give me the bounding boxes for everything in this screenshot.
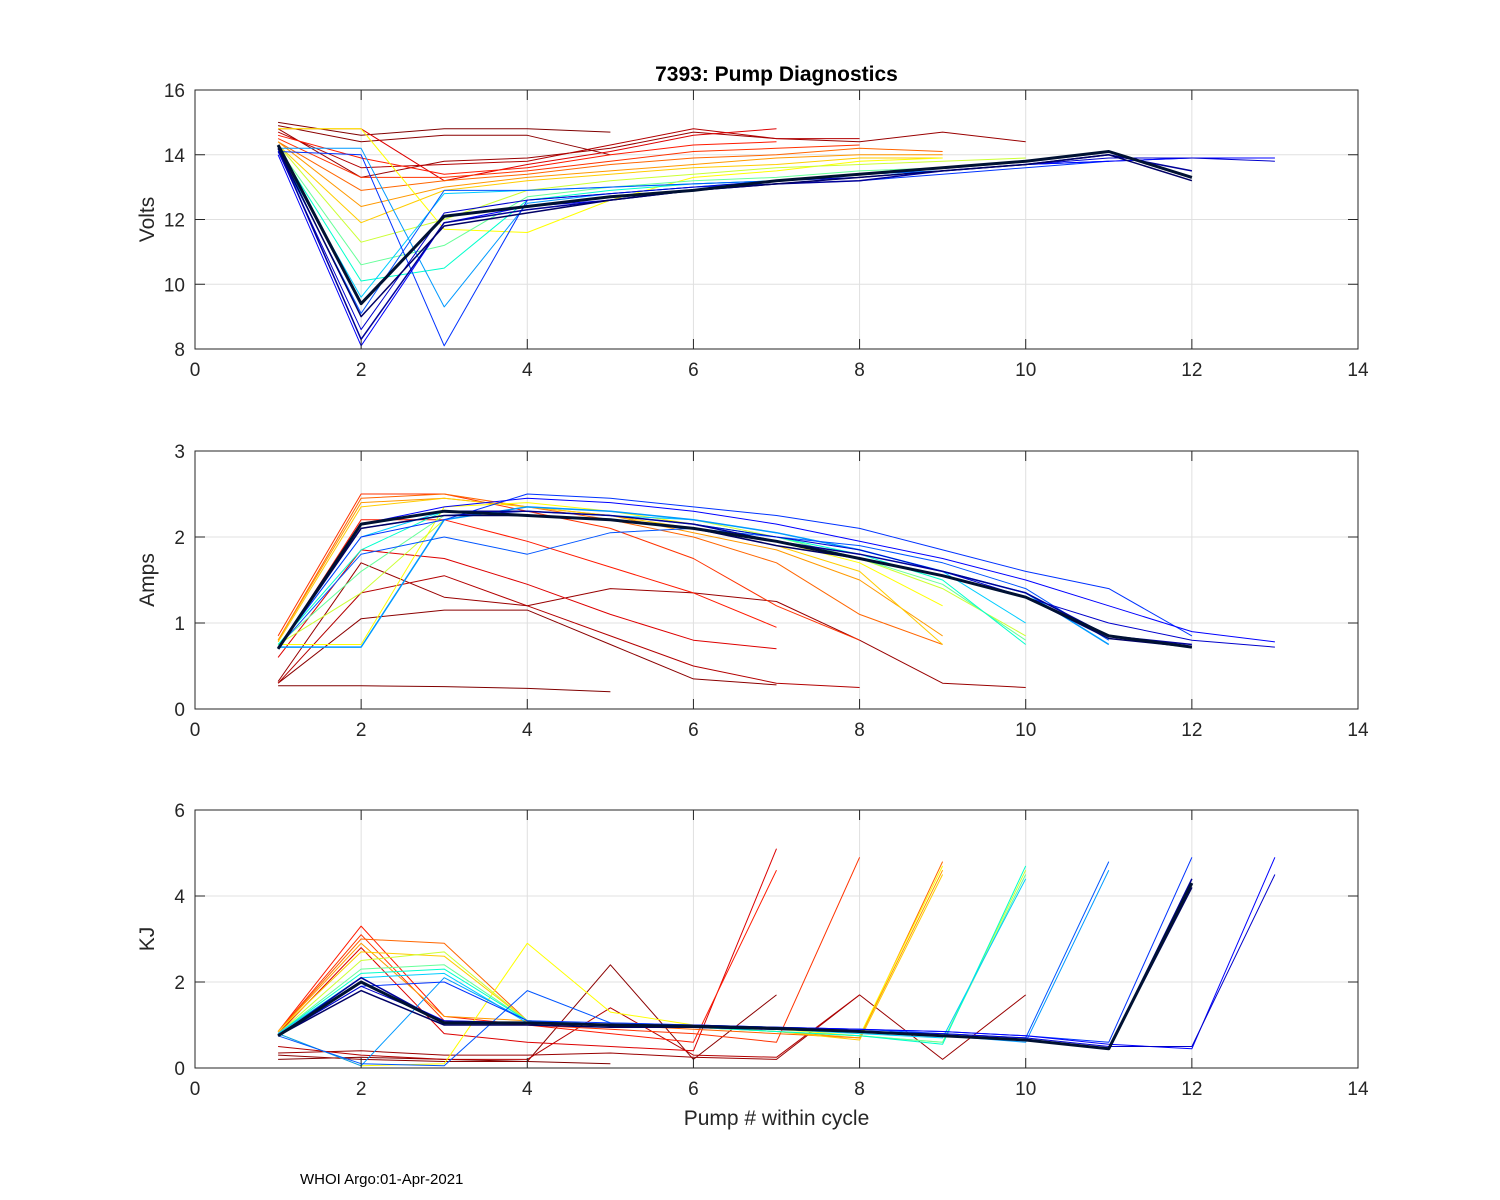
footer-label: WHOI Argo:01-Apr-2021 [300, 1171, 463, 1188]
kj-x-tick-label: 0 [190, 1079, 201, 1100]
volts-series-cycle-04 [277, 128, 860, 169]
amps-series-group [276, 493, 1275, 693]
kj-y-tick-label: 4 [174, 887, 185, 908]
amps-x-tick-label: 12 [1181, 720, 1202, 741]
kj-y-tick-label: 0 [174, 1059, 185, 1080]
volts-x-tick-label: 4 [522, 360, 533, 381]
volts-x-tick-label: 0 [190, 360, 201, 381]
volts-x-tick-label: 8 [854, 360, 865, 381]
amps-series-cycle-04 [277, 575, 860, 688]
amps-series-cycle-07 [277, 493, 860, 641]
volts-series-cycle-10 [277, 144, 943, 224]
amps-x-tick-label: 0 [190, 720, 201, 741]
amps-series-cycle-01 [278, 685, 611, 693]
kj-y-tick-label: 2 [174, 973, 185, 994]
chart-title: 7393: Pump Diagnostics [655, 63, 898, 86]
amps-x-tick-label: 6 [688, 720, 699, 741]
volts-series-cycle-09 [277, 141, 943, 207]
amps-axes-box [194, 450, 1359, 710]
volts-series-cycle-06 [277, 134, 777, 175]
amps-y-tick-label: 2 [174, 528, 185, 549]
volts-x-tick-label: 14 [1347, 360, 1369, 381]
amps-series-cycle-18 [277, 493, 1193, 648]
kj-x-tick-label: 10 [1015, 1079, 1036, 1100]
volts-series-cycle-03 [277, 128, 1026, 178]
volts-series-cycle-01 [278, 121, 611, 136]
amps-x-tick-label: 8 [854, 720, 865, 741]
kj-series-group [277, 848, 1276, 1067]
volts-series-cycle-12 [277, 144, 1026, 243]
volts-y-tick-label: 8 [174, 340, 185, 361]
kj-series-cycle-23 [277, 882, 1194, 1051]
volts-x-tick-label: 2 [356, 360, 367, 381]
volts-series-cycle-08 [277, 141, 943, 191]
amps-y-tick-label: 3 [174, 442, 185, 463]
amps-x-tick-label: 10 [1015, 720, 1036, 741]
kj-panel: 0 2 4 6 8 10 12 14 0 2 4 6 KJ Pump # within cycle [136, 801, 1369, 1130]
volts-x-tick-label: 6 [688, 360, 699, 381]
volts-y-tick-label: 14 [164, 146, 186, 167]
volts-x-tick-label: 12 [1181, 360, 1202, 381]
kj-x-tick-label: 12 [1181, 1079, 1202, 1100]
kj-series-cycle-05 [277, 848, 777, 1052]
volts-series-cycle-23 [276, 144, 1193, 306]
kj-series-cycle-11 [277, 865, 944, 1067]
kj-axes-frame [194, 809, 1359, 1069]
volts-series-cycle-02 [278, 125, 611, 156]
amps-series-cycle-06 [277, 519, 777, 650]
volts-y-tick-label: 16 [164, 81, 185, 102]
amps-y-tick-label: 1 [174, 614, 185, 635]
volts-series-cycle-13 [277, 148, 1026, 266]
volts-series-group [276, 121, 1275, 347]
kj-x-axis-label: Pump # within cycle [684, 1107, 870, 1130]
volts-series-cycle-22 [277, 147, 1193, 318]
kj-x-tick-label: 4 [522, 1079, 533, 1100]
volts-y-axis-label: Volts [136, 197, 159, 243]
amps-y-tick-label: 0 [174, 700, 185, 721]
kj-x-tick-label: 14 [1347, 1079, 1369, 1100]
kj-x-tick-label: 8 [854, 1079, 865, 1100]
amps-axes-frame [194, 450, 1359, 710]
kj-x-tick-label: 6 [688, 1079, 699, 1100]
kj-y-tick-label: 6 [174, 801, 185, 822]
kj-series-cycle-04 [278, 994, 860, 1060]
kj-series-cycle-07 [277, 857, 861, 1043]
kj-x-tick-label: 2 [356, 1079, 367, 1100]
volts-y-tick-label: 12 [164, 211, 185, 232]
volts-y-tick-label: 10 [164, 275, 185, 296]
volts-panel: 0 2 4 6 8 10 12 14 8 10 12 14 16 Volts 7393: Pump Diag… [136, 63, 1369, 381]
kj-y-axis-label: KJ [136, 927, 159, 952]
volts-series-cycle-07 [277, 138, 860, 178]
volts-x-tick-label: 10 [1015, 360, 1036, 381]
kj-series-cycle-03 [278, 994, 1027, 1060]
amps-series-cycle-23 [276, 509, 1193, 650]
amps-series-cycle-19 [277, 497, 1275, 648]
amps-y-axis-label: Amps [136, 553, 159, 607]
amps-series-cycle-02 [277, 609, 777, 686]
amps-x-tick-label: 2 [356, 720, 367, 741]
amps-x-tick-label: 14 [1347, 720, 1369, 741]
amps-series-cycle-03 [277, 562, 1026, 688]
amps-x-tick-label: 4 [522, 720, 533, 741]
